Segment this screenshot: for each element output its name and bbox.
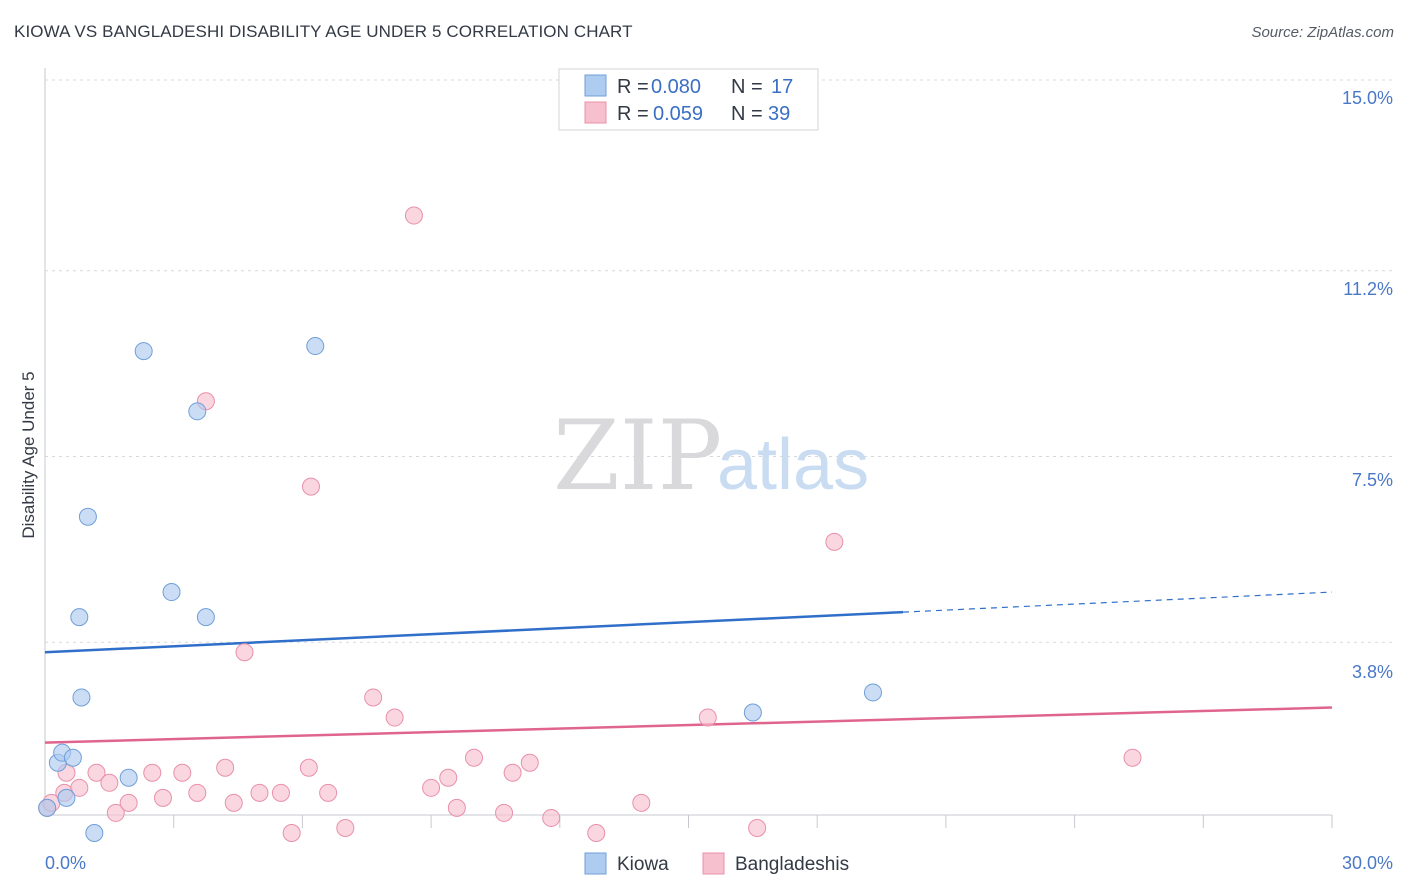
y-tick-label-15: 15.0%: [1342, 88, 1393, 108]
point-bangladeshis-10: [153, 788, 172, 807]
x-tick-label-30: 30.0%: [1342, 853, 1393, 873]
point-kiowa-3: [57, 788, 76, 807]
point-bangladeshis-32: [503, 763, 522, 782]
trend-line-kiowa-extension: [902, 591, 1333, 613]
y-axis-title: Disability Age Under 5: [19, 371, 38, 538]
point-kiowa-14: [306, 337, 325, 356]
y-tick-label-7-5: 7.5%: [1352, 470, 1393, 490]
point-bangladeshis-35: [587, 824, 606, 842]
y-tick-label-3-8: 3.8%: [1352, 662, 1393, 682]
legend-n-value-bangladeshis: 39: [768, 103, 790, 125]
legend-r-label-kiowa: R =: [617, 76, 649, 98]
x-ticks: [173, 815, 1333, 828]
point-kiowa-15: [743, 703, 762, 722]
point-bangladeshis-37: [698, 708, 717, 727]
point-bangladeshis-23: [336, 818, 355, 837]
legend-n-label-bangladeshis: N =: [731, 103, 763, 125]
legend-r-value-kiowa: 0.080: [651, 76, 701, 98]
point-kiowa-11: [162, 583, 181, 602]
bottom-legend-label-kiowa: Kiowa: [617, 854, 669, 875]
point-bangladeshis-18: [271, 783, 290, 802]
point-bangladeshis-33: [520, 753, 539, 772]
watermark-zip: ZIP: [553, 400, 722, 512]
legend-swatch-kiowa: [584, 74, 607, 97]
point-bangladeshis-25: [385, 708, 404, 727]
legend-n-label-kiowa: N =: [731, 76, 763, 98]
point-bangladeshis-40: [1123, 748, 1142, 767]
x-tick-label-0: 0.0%: [45, 853, 86, 873]
point-bangladeshis-15: [224, 793, 243, 812]
point-kiowa-9: [119, 768, 138, 787]
point-bangladeshis-30: [465, 748, 483, 767]
point-kiowa-10: [134, 342, 153, 361]
point-bangladeshis-7: [106, 803, 125, 822]
legend-n-value-kiowa: 17: [771, 76, 793, 98]
point-bangladeshis-8: [119, 793, 138, 812]
point-bangladeshis-12: [188, 783, 207, 802]
point-bangladeshis-6: [100, 773, 119, 792]
point-bangladeshis-26: [404, 206, 423, 225]
bottom-legend-swatch-bangladeshis: [702, 852, 725, 875]
point-bangladeshis-27: [422, 778, 441, 797]
point-bangladeshis-9: [143, 763, 162, 782]
point-bangladeshis-22: [319, 783, 338, 802]
point-bangladeshis-4: [70, 778, 89, 797]
legend-swatch-bangladeshis: [584, 101, 607, 124]
point-bangladeshis-36: [632, 793, 651, 812]
legend-r-value-bangladeshis: 0.059: [653, 103, 703, 125]
point-bangladeshis-38: [748, 818, 767, 837]
point-bangladeshis-5: [87, 763, 106, 782]
point-kiowa-0: [38, 798, 57, 817]
point-bangladeshis-16: [235, 643, 254, 662]
point-kiowa-8: [85, 824, 104, 842]
point-bangladeshis-31: [495, 803, 514, 822]
point-bangladeshis-19: [282, 824, 301, 842]
point-bangladeshis-24: [364, 688, 383, 707]
source-credit: Source: ZipAtlas.com: [1251, 24, 1394, 41]
gridlines: [45, 79, 1393, 643]
data-points: [38, 206, 1142, 842]
point-kiowa-5: [70, 608, 89, 627]
point-bangladeshis-21: [301, 477, 320, 496]
point-kiowa-4: [63, 748, 82, 767]
y-tick-label-11-2: 11.2%: [1343, 279, 1393, 299]
point-bangladeshis-39: [825, 532, 844, 551]
trend-lines: [44, 591, 1333, 744]
point-bangladeshis-20: [299, 758, 318, 777]
point-kiowa-16: [863, 683, 882, 702]
point-kiowa-6: [72, 688, 91, 707]
point-bangladeshis-14: [216, 758, 235, 777]
stats-legend: R = 0.080 N = 17 R = 0.059 N = 39: [558, 68, 819, 131]
point-bangladeshis-34: [542, 808, 561, 827]
bottom-legend-swatch-kiowa: [584, 852, 607, 875]
point-bangladeshis-11: [173, 763, 192, 782]
point-kiowa-7: [78, 507, 97, 526]
point-bangladeshis-17: [250, 783, 269, 802]
point-bangladeshis-29: [447, 798, 466, 817]
series-legend: Kiowa Bangladeshis: [584, 852, 849, 875]
point-kiowa-13: [196, 608, 215, 627]
watermark-atlas: atlas: [717, 425, 869, 505]
point-bangladeshis-28: [439, 768, 458, 787]
bottom-legend-label-bangladeshis: Bangladeshis: [735, 854, 849, 875]
legend-r-label-bangladeshis: R =: [617, 103, 649, 125]
trend-line-bangladeshis: [44, 706, 1333, 744]
chart-title: KIOWA VS BANGLADESHI DISABILITY AGE UNDE…: [14, 22, 633, 41]
trend-line-kiowa: [44, 610, 904, 654]
point-kiowa-12: [188, 402, 207, 421]
